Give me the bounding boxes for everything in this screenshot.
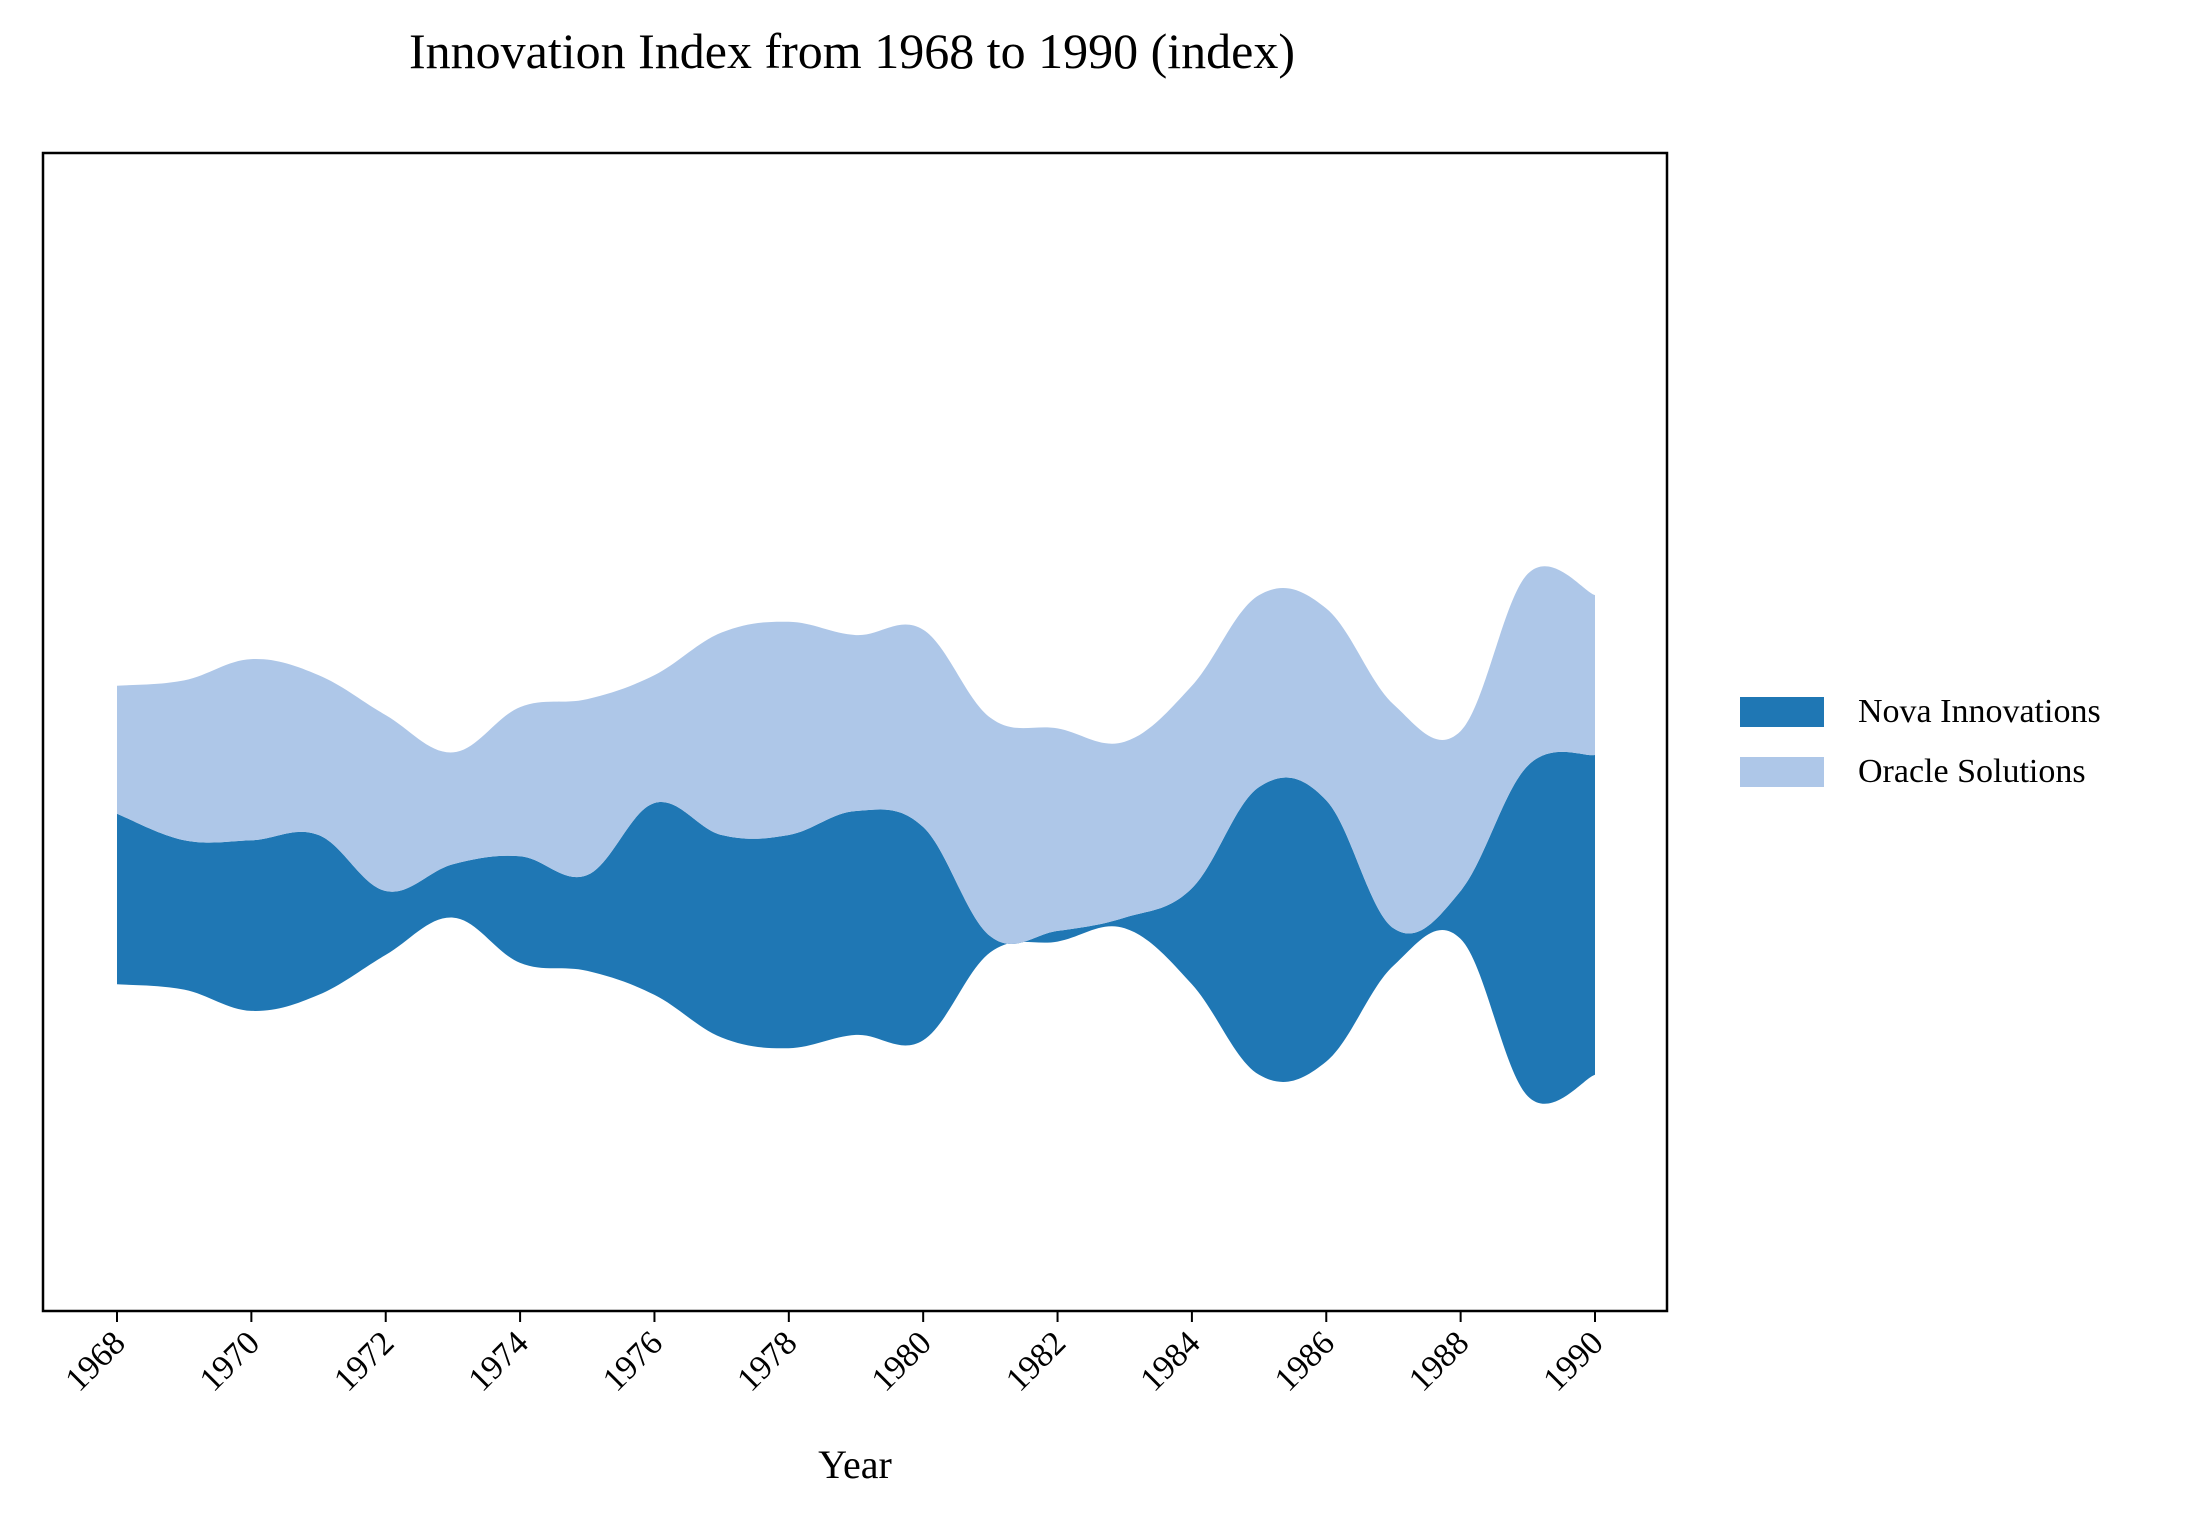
x-tick-label: 1974 bbox=[462, 1324, 536, 1398]
legend-label-oracle: Oracle Solutions bbox=[1858, 753, 2086, 790]
stream-band-oracle-solutions bbox=[117, 566, 1595, 945]
legend-swatch-nova bbox=[1740, 697, 1824, 727]
x-tick-label: 1978 bbox=[730, 1324, 804, 1398]
plot-area bbox=[117, 566, 1595, 1104]
legend-item-nova: Nova Innovations bbox=[1740, 682, 2101, 742]
x-tick-label: 1980 bbox=[865, 1324, 939, 1398]
plot-frame bbox=[41, 151, 1669, 1313]
legend: Nova Innovations Oracle Solutions bbox=[1740, 682, 2101, 802]
x-tick-label: 1988 bbox=[1402, 1324, 1476, 1398]
chart-title: Innovation Index from 1968 to 1990 (inde… bbox=[409, 23, 1295, 79]
x-tick-label: 1972 bbox=[327, 1324, 401, 1398]
x-tick-label: 1982 bbox=[999, 1324, 1073, 1398]
stream-band-nova-innovations bbox=[117, 751, 1595, 1104]
x-tick-label: 1970 bbox=[193, 1324, 267, 1398]
x-tick-label: 1986 bbox=[1268, 1324, 1342, 1398]
x-tick-label: 1984 bbox=[1133, 1324, 1207, 1398]
legend-label-nova: Nova Innovations bbox=[1858, 693, 2101, 730]
x-tick-label: 1976 bbox=[596, 1324, 670, 1398]
x-axis-label: Year bbox=[818, 1442, 892, 1487]
x-tick-label: 1990 bbox=[1536, 1324, 1610, 1398]
x-axis: 1968 1970 1972 1974 1976 1978 1980 1982 1984 1986… bbox=[58, 1311, 1611, 1399]
x-tick-label: 1968 bbox=[58, 1324, 132, 1398]
legend-swatch-oracle bbox=[1740, 757, 1824, 787]
legend-item-oracle: Oracle Solutions bbox=[1740, 742, 2101, 802]
